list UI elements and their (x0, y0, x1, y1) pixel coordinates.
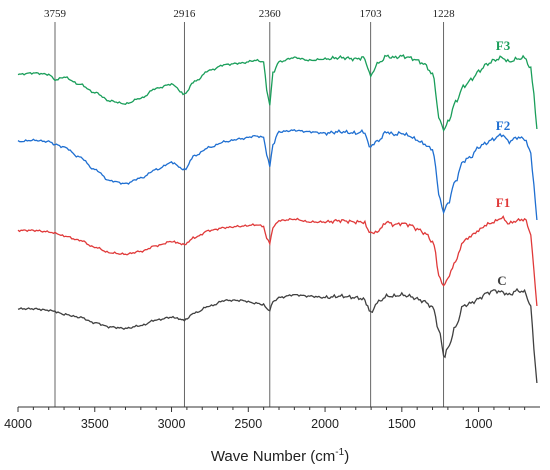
series-line-f1 (17, 215, 538, 307)
x-tick-label: 4000 (4, 417, 32, 431)
series-line-f2 (17, 129, 538, 221)
series-label-f1: F1 (496, 195, 510, 210)
x-tick-label: 2000 (311, 417, 339, 431)
series-line-c (17, 287, 538, 384)
reference-line-label: 1703 (360, 8, 383, 20)
x-axis: 4000 3500 3000 2500 2000 1500 1000 (4, 406, 540, 431)
x-axis-title: Wave Number (cm-1) (211, 447, 349, 465)
reference-line-label: 2916 (173, 8, 196, 20)
x-tick-label: 3500 (81, 417, 109, 431)
reference-lines: 3759 2916 2360 1703 1228 (44, 8, 455, 407)
x-tick-label: 1000 (465, 417, 493, 431)
reference-line-label: 2360 (259, 8, 282, 20)
x-tick-label: 1500 (388, 417, 416, 431)
series-label-c: C (497, 273, 506, 288)
series-line-f3 (17, 54, 538, 133)
x-tick-label: 2500 (234, 417, 262, 431)
series-label-f2: F2 (496, 118, 510, 133)
reference-line-label: 3759 (44, 8, 67, 20)
spectra-series: F3 F2 F1 C (17, 38, 538, 384)
reference-line-label: 1228 (433, 8, 456, 20)
x-tick-label: 3000 (158, 417, 186, 431)
series-label-f3: F3 (496, 38, 511, 53)
